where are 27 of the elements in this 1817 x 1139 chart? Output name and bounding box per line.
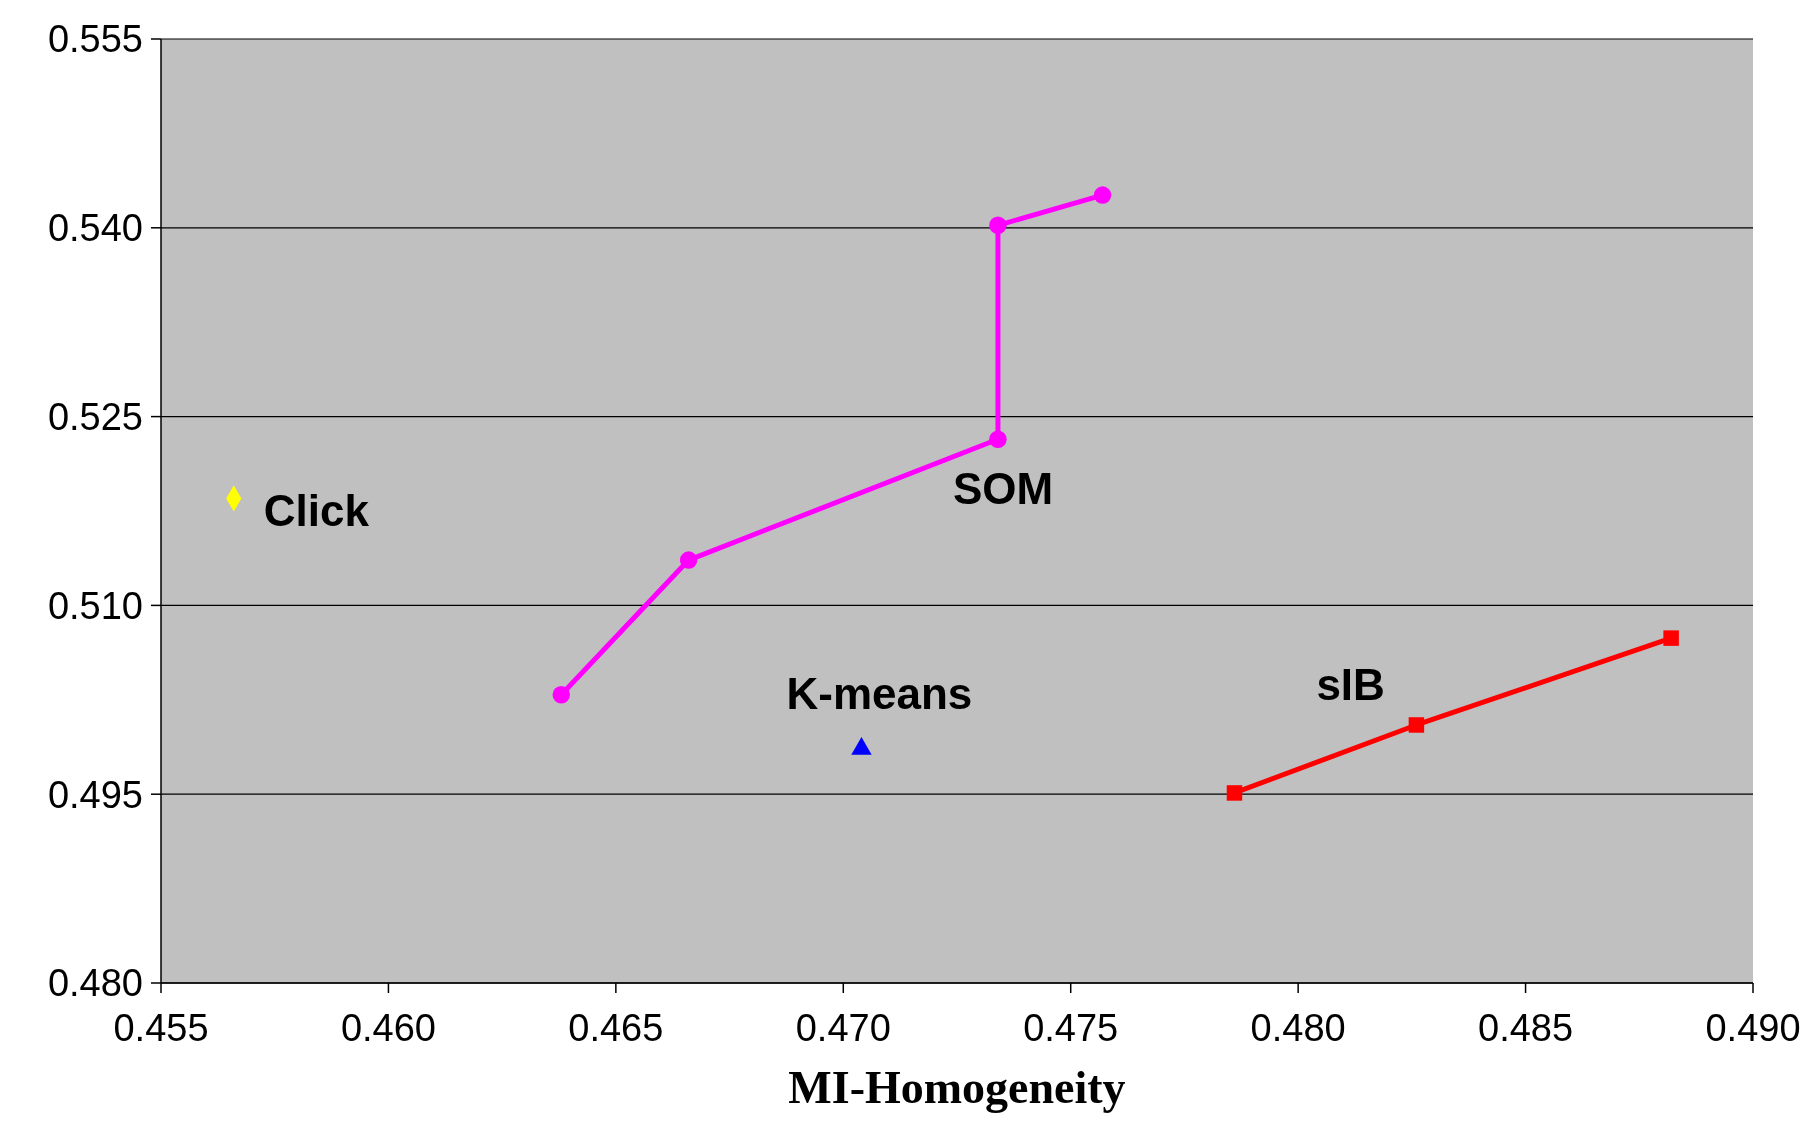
- point: [679, 551, 698, 569]
- point: [552, 686, 571, 704]
- x-tick-label: 0.480: [1250, 1007, 1346, 1049]
- point: [1226, 785, 1243, 801]
- point: [1093, 186, 1112, 204]
- y-tick-label: 0.480: [47, 962, 143, 1005]
- point: [1663, 630, 1679, 646]
- series-label: sIB: [1316, 659, 1385, 709]
- x-tick-label: 0.465: [568, 1007, 664, 1049]
- point: [989, 430, 1007, 448]
- point: [989, 216, 1007, 235]
- series-label: Click: [263, 486, 370, 536]
- y-tick-label: 0.555: [47, 18, 143, 61]
- point: [1408, 717, 1425, 733]
- x-tick-label: 0.460: [340, 1007, 436, 1049]
- x-tick-label: 0.490: [1705, 1007, 1801, 1049]
- series-label: SOM: [952, 464, 1054, 514]
- y-tick-label: 0.525: [47, 395, 143, 438]
- x-tick-label: 0.470: [795, 1007, 891, 1049]
- y-tick-label: 0.495: [47, 773, 143, 816]
- y-tick-label: 0.540: [47, 207, 143, 250]
- x-tick-label: 0.485: [1478, 1007, 1574, 1049]
- x-tick-label: 0.455: [113, 1007, 209, 1049]
- y-tick-label: 0.510: [47, 584, 143, 627]
- series-label: K-means: [786, 668, 973, 718]
- x-tick-label: 0.475: [1023, 1007, 1119, 1049]
- x-axis-title: MI-Homogeneity: [788, 1062, 1126, 1113]
